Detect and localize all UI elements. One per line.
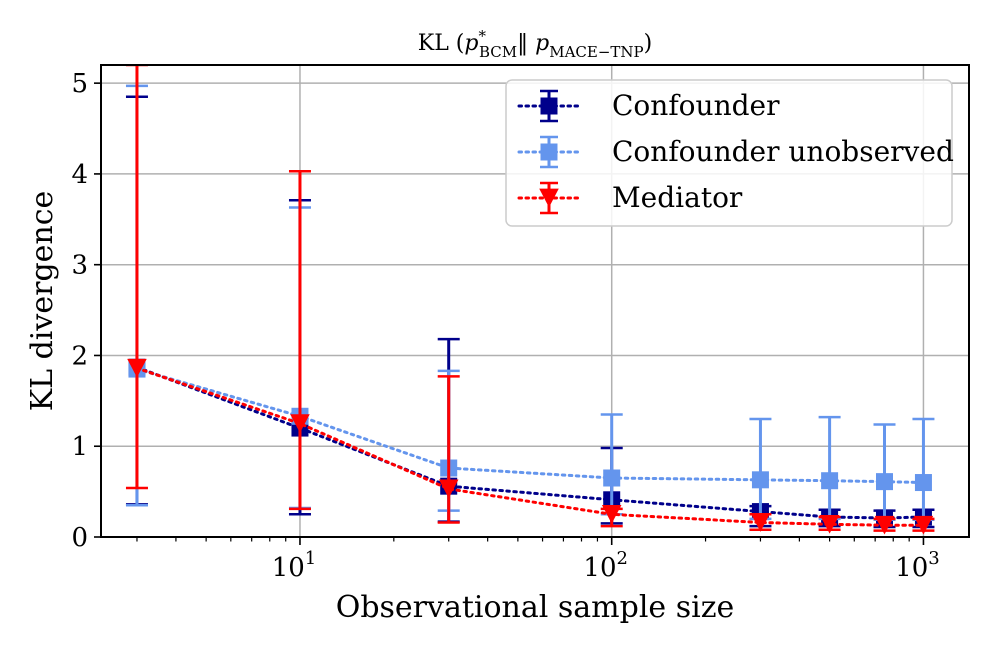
series-line: [135, 365, 925, 520]
y-axis: 0 1 2 3 4 5: [71, 69, 101, 553]
y-tick-label: 2: [71, 341, 88, 371]
title-p2-sub: MACE−TNP: [549, 43, 643, 61]
data-point: [914, 474, 932, 492]
legend-box: [505, 79, 953, 227]
data-point: [821, 472, 839, 490]
data-point: [751, 471, 769, 489]
x-tick-label: 102: [583, 548, 628, 583]
y-tick-label: 5: [71, 69, 88, 99]
chart-title: KL (p* BCM‖ pMACE−TNP): [418, 27, 652, 61]
series-mediator: [125, 65, 935, 535]
title-p1: p: [464, 31, 478, 56]
data-point: [750, 513, 771, 532]
title-p2: p: [535, 31, 549, 56]
axes-frame: [100, 64, 970, 538]
data-point: [819, 514, 840, 534]
plot-area: [125, 65, 935, 535]
legend-entry: Mediator: [517, 181, 743, 215]
legend-marker: [540, 143, 558, 161]
legend-marker: [539, 188, 559, 208]
y-tick-label: 1: [71, 432, 88, 462]
legend: Confounder Confounder unobserved Mediator: [505, 79, 954, 227]
data-point: [438, 479, 459, 499]
legend-label: Confounder: [612, 89, 780, 122]
data-point: [875, 473, 893, 491]
y-axis-title: KL divergence: [25, 191, 60, 412]
legend-label: Mediator: [612, 181, 743, 214]
legend-label: Confounder unobserved: [612, 135, 954, 168]
y-tick-label: 0: [71, 523, 88, 553]
title-p1-sub: BCM: [479, 43, 517, 61]
y-tick-label: 3: [71, 251, 88, 281]
data-point: [127, 358, 147, 378]
x-axis: 101 102 103: [136, 537, 940, 583]
series-line: [135, 366, 925, 527]
y-tick-label: 4: [71, 160, 88, 190]
x-tick-label: 103: [895, 548, 940, 583]
x-axis-title: Observational sample size: [336, 590, 735, 625]
legend-entry: Confounder: [517, 89, 780, 123]
legend-marker: [540, 97, 558, 115]
data-point: [290, 414, 310, 433]
data-point: [603, 469, 621, 487]
data-point: [874, 515, 895, 535]
title-kl: KL: [418, 31, 449, 56]
data-point: [601, 504, 622, 524]
series-line: [135, 367, 925, 485]
data-point: [913, 515, 934, 535]
x-tick-label: 101: [272, 548, 317, 583]
title-p1-sup: *: [478, 27, 486, 45]
legend-entry: Confounder unobserved: [517, 135, 954, 169]
